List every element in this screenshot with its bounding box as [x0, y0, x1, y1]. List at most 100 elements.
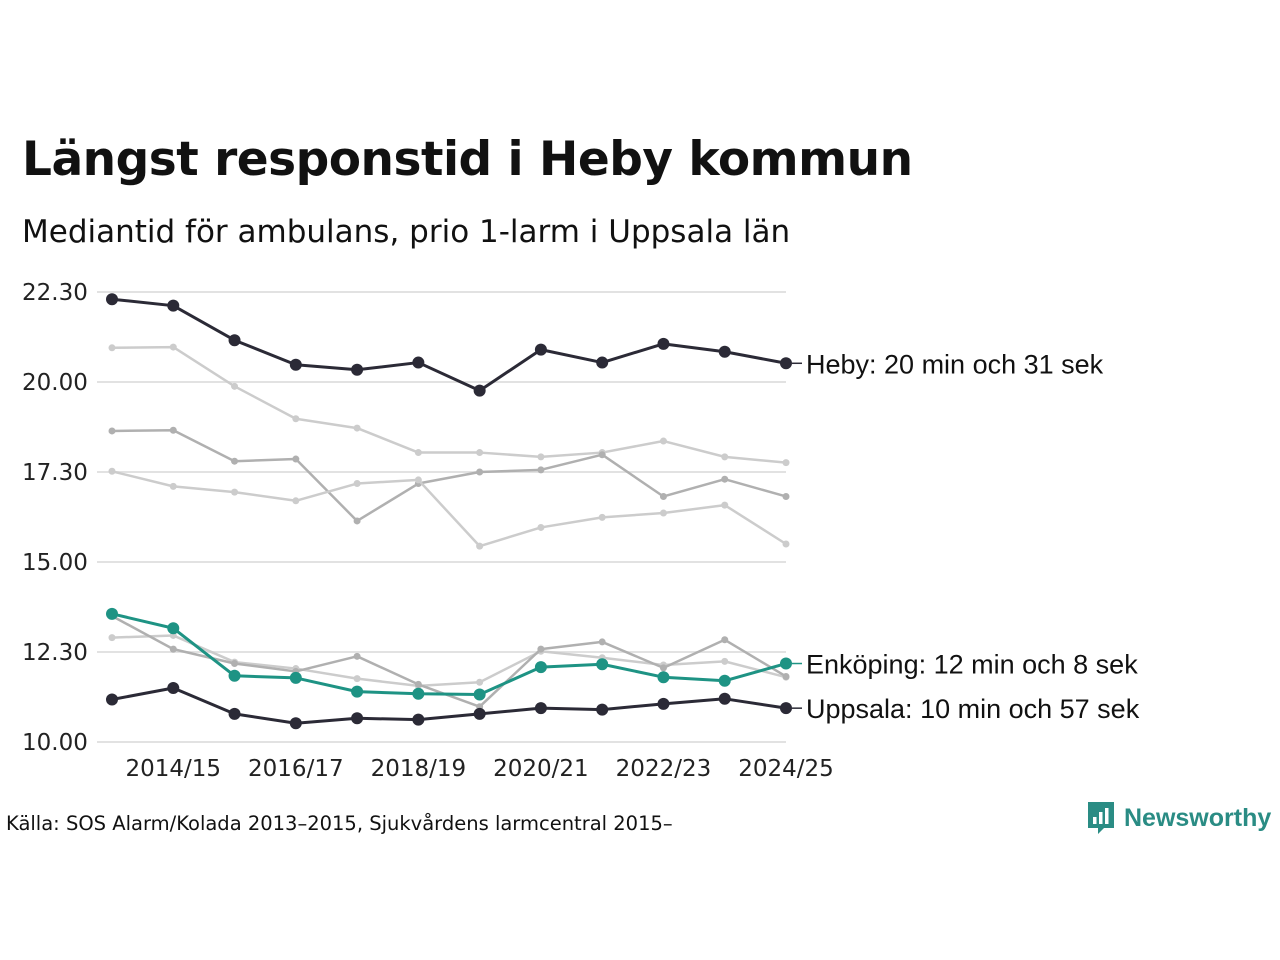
data-point [351, 712, 364, 725]
data-point [657, 671, 670, 684]
data-point [780, 702, 792, 715]
y-tick-label: 17.30 [22, 460, 88, 486]
data-point [718, 692, 731, 705]
data-point [292, 415, 300, 423]
data-point [659, 437, 667, 445]
data-point [167, 299, 180, 312]
data-point [718, 345, 731, 358]
data-point [782, 492, 790, 500]
data-point [351, 685, 364, 698]
end-label-uppsala: Uppsala: 10 min och 57 sek [806, 694, 1140, 724]
data-point [106, 293, 118, 306]
y-tick-label: 20.00 [22, 370, 88, 396]
data-point [476, 542, 484, 550]
data-point [780, 357, 792, 370]
x-tick-label: 2024/25 [738, 756, 834, 782]
data-point [353, 675, 361, 683]
data-point [106, 607, 118, 620]
data-point [659, 492, 667, 500]
series-ovrig-kommun-1 [108, 343, 790, 467]
data-point [412, 713, 425, 726]
data-point [169, 482, 177, 490]
data-point [289, 671, 302, 684]
data-point [412, 687, 425, 700]
series-line [110, 612, 788, 696]
data-point [106, 693, 118, 706]
data-point [473, 707, 486, 720]
series-line [110, 428, 788, 523]
data-point [351, 363, 364, 376]
grid-layer [97, 291, 786, 743]
data-point [721, 636, 729, 644]
newsworthy-logo-icon [1088, 802, 1114, 834]
data-point [657, 697, 670, 710]
data-point [414, 680, 422, 688]
x-tick-label: 2016/17 [248, 756, 344, 782]
data-point [289, 717, 302, 730]
end-labels: Heby: 20 min och 31 sek Enköping: 12 min … [792, 349, 1140, 724]
data-point [598, 451, 606, 459]
data-point [782, 540, 790, 548]
data-point [108, 344, 116, 352]
brand-name: Newsworthy [1124, 803, 1272, 832]
series-line [110, 345, 788, 464]
data-point [537, 523, 545, 531]
data-point [598, 638, 606, 646]
data-point [721, 501, 729, 509]
data-point [782, 672, 790, 680]
data-point [353, 517, 361, 525]
data-point [231, 457, 239, 465]
data-point [231, 488, 239, 496]
chart-title: Längst responstid i Heby kommun [22, 132, 913, 187]
data-point [231, 660, 239, 668]
data-point [228, 669, 241, 682]
end-label-heby: Heby: 20 min och 31 sek [806, 349, 1104, 379]
data-point [414, 476, 422, 484]
data-point [721, 453, 729, 461]
series-line [110, 686, 788, 725]
newsworthy-logo: Newsworthy [1086, 800, 1271, 836]
x-tick-label: 2018/19 [371, 756, 467, 782]
y-tick-label: 22.30 [22, 280, 88, 306]
data-point [169, 343, 177, 351]
y-tick-label: 15.00 [22, 550, 88, 576]
data-point [473, 384, 486, 397]
data-point [596, 658, 609, 671]
x-tick-label: 2014/15 [125, 756, 221, 782]
data-point [718, 674, 731, 687]
series-heby [106, 293, 792, 397]
source-note: Källa: SOS Alarm/Kolada 2013–2015, Sjukv… [6, 812, 673, 835]
data-point [780, 657, 792, 670]
data-point [659, 509, 667, 517]
data-point [353, 424, 361, 432]
data-point [782, 459, 790, 467]
data-point [228, 707, 241, 720]
data-point [231, 382, 239, 390]
chart-subtitle: Mediantid för ambulans, prio 1-larm i Up… [22, 214, 791, 250]
data-point [412, 356, 425, 369]
data-point [476, 678, 484, 686]
y-axis: 10.00 12.30 15.00 17.30 20.00 22.30 [22, 280, 88, 756]
data-point [167, 682, 180, 694]
y-tick-label: 10.00 [22, 730, 88, 756]
data-point [414, 449, 422, 457]
data-point [534, 343, 547, 356]
series-enkoping [106, 607, 792, 701]
series-ovrig-kommun-3 [108, 467, 790, 550]
data-point [598, 513, 606, 521]
data-point [657, 337, 670, 350]
data-point [292, 497, 300, 505]
x-axis: 2014/15 2016/17 2018/19 2020/21 2022/23 2024/… [125, 756, 833, 782]
end-label-enkoping: Enköping: 12 min och 8 sek [806, 650, 1138, 680]
data-point [534, 661, 547, 674]
data-point [537, 453, 545, 461]
data-point [721, 475, 729, 483]
data-point [596, 356, 609, 369]
data-point [721, 657, 729, 665]
data-point [537, 645, 545, 653]
data-point [353, 652, 361, 660]
data-point [476, 449, 484, 457]
series-line [110, 297, 788, 393]
data-point [169, 645, 177, 653]
series-ovrig-kommun-4 [108, 631, 790, 690]
